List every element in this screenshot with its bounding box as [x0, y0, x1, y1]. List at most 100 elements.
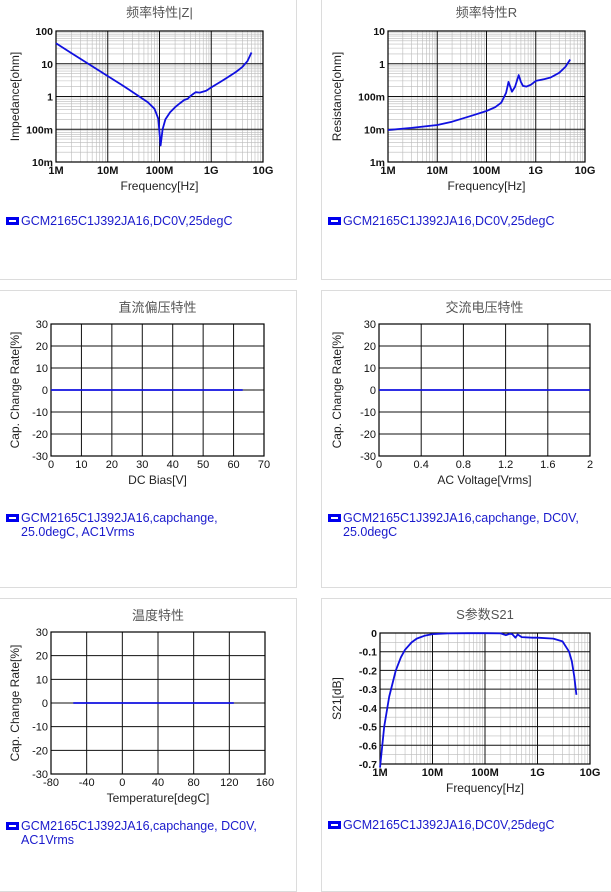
legend-text-line2: AC1Vrms [21, 833, 75, 847]
panel-impedance: 1M 10M 100M 1G 10G 10m 100m 1 10 100 频率特性|Z| Freque… [0, 0, 297, 280]
y-tick-label: -0.3 [359, 684, 377, 696]
y-tick-label: 30 [36, 319, 48, 331]
y-axis-label: Cap. Change Rate[%] [8, 645, 22, 762]
x-axis-label: Frequency[Hz] [120, 179, 198, 193]
y-tick-label: -0.7 [359, 759, 377, 771]
y-tick-label: -20 [360, 429, 376, 441]
legend-s21: GCM2165C1J392JA16,DC0V,25degC [328, 818, 554, 832]
x-axis-label: Frequency[Hz] [447, 179, 525, 193]
x-axis-label: AC Voltage[Vrms] [437, 473, 531, 487]
x-tick-label: 0 [119, 777, 125, 789]
x-tick-label: 1.2 [498, 459, 513, 471]
x-tick-label: 30 [136, 459, 148, 471]
x-tick-label: 0.4 [414, 459, 429, 471]
panel-ac-voltage: 0 0.4 0.8 1.2 1.6 2 -30 -20 -10 0 10 20 30 交流电压特性 AC V… [321, 290, 611, 588]
y-tick-label: 0 [370, 385, 376, 397]
x-tick-label: 40 [167, 459, 179, 471]
y-tick-label: 20 [36, 651, 48, 663]
x-tick-label: 10G [575, 165, 596, 177]
y-tick-label: -0.1 [359, 647, 377, 659]
panel-temperature: -80 -40 0 40 80 120 160 -30 -20 -10 0 10 20 30 温度特性 Tem… [0, 598, 297, 892]
series-line [379, 632, 578, 768]
y-tick-label: 20 [364, 341, 376, 353]
y-tick-label: -20 [32, 429, 48, 441]
plot-frame [55, 30, 264, 163]
x-tick-label: 1M [380, 165, 395, 177]
x-tick-label: 1M [48, 165, 63, 177]
x-axis-label: DC Bias[V] [128, 473, 187, 487]
x-tick-label: 160 [256, 777, 274, 789]
y-tick-label: 10 [36, 674, 48, 686]
x-axis-label: Temperature[degC] [107, 791, 210, 805]
y-tick-label: -20 [32, 745, 48, 757]
legend-text-line2: 25.0degC, AC1Vrms [21, 525, 135, 539]
x-tick-label: 1G [528, 165, 543, 177]
legend-text-line1: GCM2165C1J392JA16,capchange, [21, 511, 218, 525]
y-tick-label: -30 [32, 451, 48, 463]
y-tick-label: 0 [42, 698, 48, 710]
panel-s21: 1M 10M 100M 1G 10G -0.7 -0.6 -0.5 -0.4 -0.3 -0.2 -0… [321, 598, 611, 892]
legend-dc-bias: GCM2165C1J392JA16,capchange, 25.0degC, A… [6, 511, 218, 539]
chart-title: 频率特性|Z| [126, 5, 193, 20]
y-axis-label: Cap. Change Rate[%] [330, 332, 344, 449]
chart-title: 频率特性R [456, 5, 517, 20]
chart-s21: 1M 10M 100M 1G 10G -0.7 -0.6 -0.5 -0.4 -0.3 -0.2 -0… [330, 607, 601, 795]
panel-dc-bias: 0 10 20 30 40 50 60 70 -30 -20 -10 0 10 20 30 直流偏压特性 DC … [0, 290, 297, 588]
y-tick-label: 100m [358, 92, 385, 104]
x-tick-label: 0 [376, 459, 382, 471]
y-axis-label: Resistance[ohm] [330, 52, 344, 141]
y-tick-label: -10 [32, 407, 48, 419]
y-tick-label: 10 [36, 363, 48, 375]
x-tick-label: 20 [106, 459, 118, 471]
x-tick-label: 10G [580, 767, 601, 779]
y-tick-label: 1 [47, 92, 53, 104]
legend-text: GCM2165C1J392JA16,DC0V,25degC [21, 214, 233, 228]
legend-text: GCM2165C1J392JA16,DC0V,25degC [343, 214, 555, 228]
x-tick-label: 1M [372, 767, 387, 779]
y-tick-label: -10 [360, 407, 376, 419]
chart-ac-voltage: 0 0.4 0.8 1.2 1.6 2 -30 -20 -10 0 10 20 30 交流电压特性 AC V… [330, 300, 593, 487]
x-tick-label: 50 [197, 459, 209, 471]
y-tick-label: -30 [360, 451, 376, 463]
legend-swatch-icon [6, 821, 19, 830]
x-tick-label: 10G [253, 165, 274, 177]
legend-text-line1: GCM2165C1J392JA16,capchange, DC0V, [21, 819, 257, 833]
chart-resistance: 1M 10M 100M 1G 10G 1m 10m 100m 1 10 频率特性R Frequency… [330, 5, 596, 193]
x-tick-label: 100M [146, 165, 174, 177]
y-tick-label: 0 [371, 628, 377, 640]
legend-swatch-icon [328, 513, 341, 522]
chart-temperature: -80 -40 0 40 80 120 160 -30 -20 -10 0 10 20 30 温度特性 Tem… [8, 608, 274, 805]
x-tick-label: 80 [188, 777, 200, 789]
x-tick-label: 10M [427, 165, 448, 177]
x-tick-label: 2 [587, 459, 593, 471]
y-tick-label: 1 [379, 59, 385, 71]
x-axis-label: Frequency[Hz] [446, 781, 524, 795]
y-tick-label: 30 [36, 627, 48, 639]
x-tick-label: 0 [48, 459, 54, 471]
x-tick-label: 1G [204, 165, 219, 177]
y-tick-label: 20 [36, 341, 48, 353]
y-tick-label: -10 [32, 722, 48, 734]
y-axis-label: Cap. Change Rate[%] [8, 332, 22, 449]
plot-frame [50, 631, 266, 775]
y-axis-label: S21[dB] [330, 677, 344, 720]
series-line [55, 42, 253, 147]
y-tick-label: 10m [364, 124, 385, 136]
x-tick-label: 60 [227, 459, 239, 471]
y-tick-label: 10 [364, 363, 376, 375]
x-tick-label: 10M [97, 165, 118, 177]
x-tick-label: 100M [471, 767, 499, 779]
y-tick-label: -0.6 [359, 740, 377, 752]
x-tick-label: 1G [530, 767, 545, 779]
legend-swatch-icon [328, 820, 341, 829]
y-tick-label: -0.5 [359, 722, 377, 734]
x-tick-label: 0.8 [456, 459, 471, 471]
x-tick-label: -80 [43, 777, 59, 789]
legend-resistance: GCM2165C1J392JA16,DC0V,25degC [328, 214, 554, 228]
legend-swatch-icon [6, 513, 19, 522]
x-tick-label: 1.6 [540, 459, 555, 471]
legend-temperature: GCM2165C1J392JA16,capchange, DC0V, AC1Vr… [6, 819, 257, 847]
y-tick-label: 1m [370, 157, 385, 169]
y-tick-label: 10 [373, 26, 385, 38]
x-tick-label: 120 [220, 777, 238, 789]
